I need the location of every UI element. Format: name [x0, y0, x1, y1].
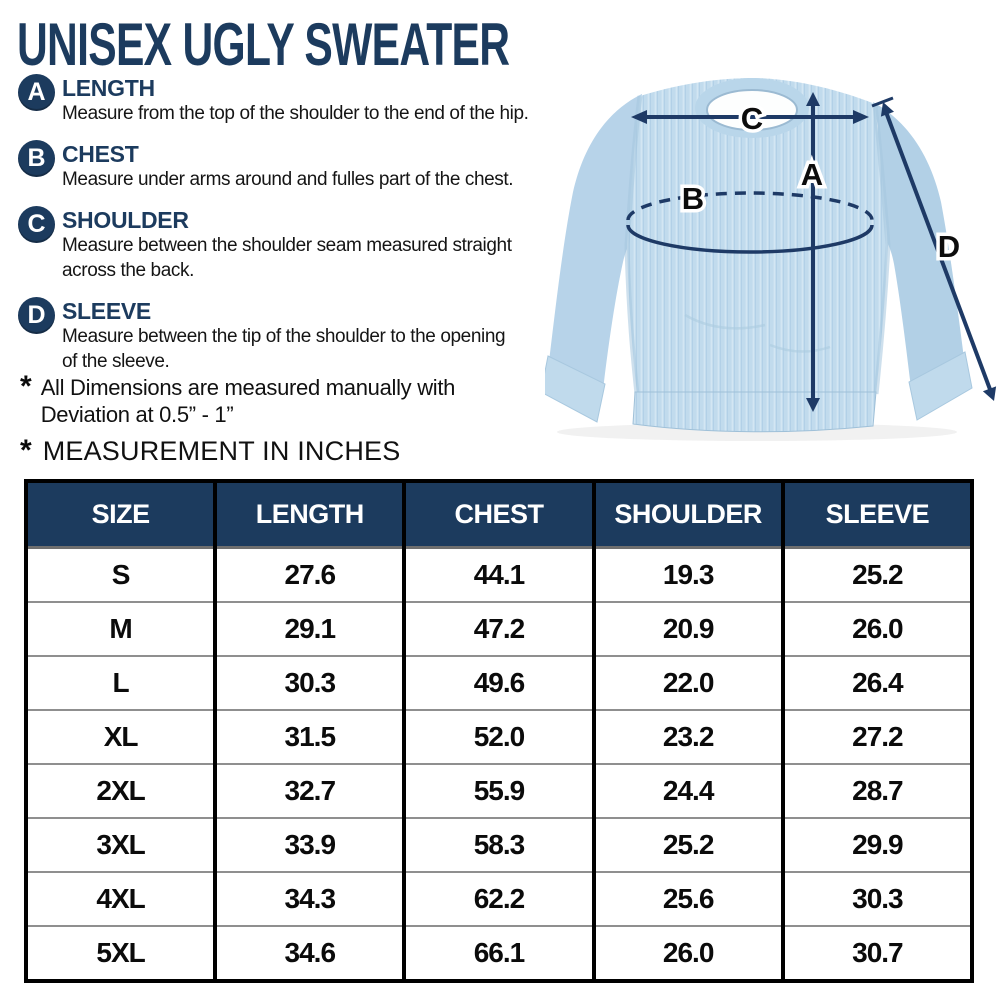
column-header: CHEST	[402, 481, 594, 549]
diagram-label-shoulder: C	[741, 101, 763, 136]
column-header: LENGTH	[213, 481, 405, 549]
table-row: L 30.3 49.6 22.0 26.4	[26, 655, 972, 710]
diagram-label-length: A	[801, 157, 823, 192]
size-cell: L	[26, 655, 216, 710]
size-cell: S	[111, 559, 131, 590]
shoulder-arrow	[631, 110, 869, 124]
value-cell: 28.7	[780, 763, 972, 818]
size-cell: 5XL	[26, 925, 216, 981]
legend-letter: C	[27, 210, 46, 238]
value-cell: 23.2	[591, 709, 783, 764]
sleeve-arrow	[871, 96, 997, 401]
table-row: XL 31.5 52.0 23.2 27.2	[26, 709, 972, 764]
value-cell: 20.9	[591, 601, 783, 656]
measurement-arrows	[626, 92, 997, 412]
column-header: SHOULDER	[591, 481, 783, 549]
value-cell: 25.6	[591, 871, 783, 926]
value-cell: 34.6	[213, 925, 405, 981]
column-header: SIZE	[26, 481, 216, 549]
legend-badge: D	[18, 297, 55, 334]
column-header: SLEEVE	[780, 481, 972, 549]
table-row: 3XL 33.9 58.3 25.2 29.9	[26, 817, 972, 872]
value-cell: 32.7	[213, 763, 405, 818]
page-title: UNISEX UGLY SWEATER	[17, 11, 510, 78]
legend-body: LENGTH Measure from the top of the should…	[62, 74, 529, 126]
value-cell: 49.6	[402, 655, 594, 710]
value-cell: 58.3	[402, 817, 594, 872]
legend-item: A LENGTH Measure from the top of the shoul…	[18, 74, 578, 126]
legend-body: CHEST Measure under arms around and fulle…	[62, 140, 514, 192]
diagram-label-chest: B	[682, 181, 704, 216]
deviation-note-text: All Dimensions are measured manually wit…	[40, 375, 456, 427]
diagram-labels: C A B D	[678, 98, 963, 268]
legend-heading: SLEEVE	[62, 298, 151, 324]
value-cell: 22.0	[591, 655, 783, 710]
value-cell: 25.2	[591, 817, 783, 872]
legend-description: Measure under arms around and fulles par…	[62, 169, 514, 190]
chest-ellipse	[626, 191, 874, 254]
legend-heading: SHOULDER	[62, 207, 189, 233]
measurement-heading: * MEASUREMENT IN INCHES	[20, 436, 400, 467]
value-cell: 31.5	[213, 709, 405, 764]
length-arrow	[806, 92, 820, 412]
value-cell: 19.3	[591, 547, 783, 602]
size-cell: M	[26, 601, 216, 656]
legend-letter: B	[27, 144, 46, 172]
asterisk: *	[20, 434, 32, 467]
table-row: 4XL 34.3 62.2 25.6 30.3	[26, 871, 972, 926]
size-table-body: S 27.6 44.1 19.3 25.2 M 29.1 47.2 20.9 26.0 L 30.3 4…	[26, 547, 972, 981]
value-cell: 26.0	[591, 925, 783, 981]
value-cell: 27.2	[780, 709, 972, 764]
table-row: S 27.6 44.1 19.3 25.2	[26, 547, 972, 602]
size-cell: XL	[26, 709, 216, 764]
table-row: 2XL 32.7 55.9 24.4 28.7	[26, 763, 972, 818]
legend-badge: C	[18, 206, 55, 243]
value-cell: 24.4	[591, 763, 783, 818]
legend-description: Measure between the tip of the shoulder …	[62, 326, 506, 372]
value-cell: 26.0	[780, 601, 972, 656]
legend-item: C SHOULDER Measure between the shoulder se…	[18, 206, 578, 283]
legend-body: SHOULDER Measure between the shoulder sea…	[62, 206, 512, 283]
value-cell: 33.9	[213, 817, 405, 872]
value-cell: 30.3	[780, 871, 972, 926]
value-cell: 25.2	[780, 547, 972, 602]
measurement-heading-text: MEASUREMENT IN INCHES	[42, 436, 401, 466]
value-cell: 52.0	[402, 709, 594, 764]
legend-description: Measure from the top of the shoulder to …	[62, 103, 529, 124]
value-cell: 29.9	[780, 817, 972, 872]
deviation-note: * All Dimensions are measured manually w…	[20, 370, 456, 428]
value-cell: 29.1	[213, 601, 405, 656]
legend-item: B CHEST Measure under arms around and full…	[18, 140, 578, 192]
legend-letter: A	[27, 78, 46, 106]
size-cell: 4XL	[26, 871, 216, 926]
value-cell: 62.2	[402, 871, 594, 926]
legend-heading: LENGTH	[62, 75, 155, 101]
sweater-diagram: C A B D	[545, 78, 997, 441]
legend-body: SLEEVE Measure between the tip of the sho…	[62, 297, 506, 374]
size-cell: 2XL	[26, 763, 216, 818]
legend-badge: B	[18, 140, 55, 177]
legend-item: D SLEEVE Measure between the tip of the sh…	[18, 297, 578, 374]
asterisk: *	[20, 370, 32, 403]
table-header-row: SIZE LENGTH CHEST SHOULDER SLEEVE	[26, 481, 972, 549]
table-row: M 29.1 47.2 20.9 26.0	[26, 601, 972, 656]
size-cell: 3XL	[26, 817, 216, 872]
value-cell: 47.2	[402, 601, 594, 656]
diagram-label-sleeve: D	[938, 229, 960, 264]
table-row: 5XL 34.6 66.1 26.0 30.7	[26, 925, 972, 981]
value-cell: 34.3	[213, 871, 405, 926]
value-cell: 66.1	[402, 925, 594, 981]
value-cell: 44.1	[402, 547, 594, 602]
size-table: SIZE LENGTH CHEST SHOULDER SLEEVE S 27.6 44.1 1…	[24, 479, 974, 983]
legend-badge: A	[18, 74, 55, 111]
value-cell: 30.3	[213, 655, 405, 710]
value-cell: 55.9	[402, 763, 594, 818]
legend-letter: D	[27, 301, 46, 329]
value-cell: 27.6	[213, 547, 405, 602]
legend-heading: CHEST	[62, 141, 139, 167]
legend-description: Measure between the shoulder seam measur…	[62, 235, 512, 281]
value-cell: 30.7	[780, 925, 972, 981]
measurement-legend: A LENGTH Measure from the top of the shoul…	[18, 74, 578, 388]
value-cell: 26.4	[780, 655, 972, 710]
